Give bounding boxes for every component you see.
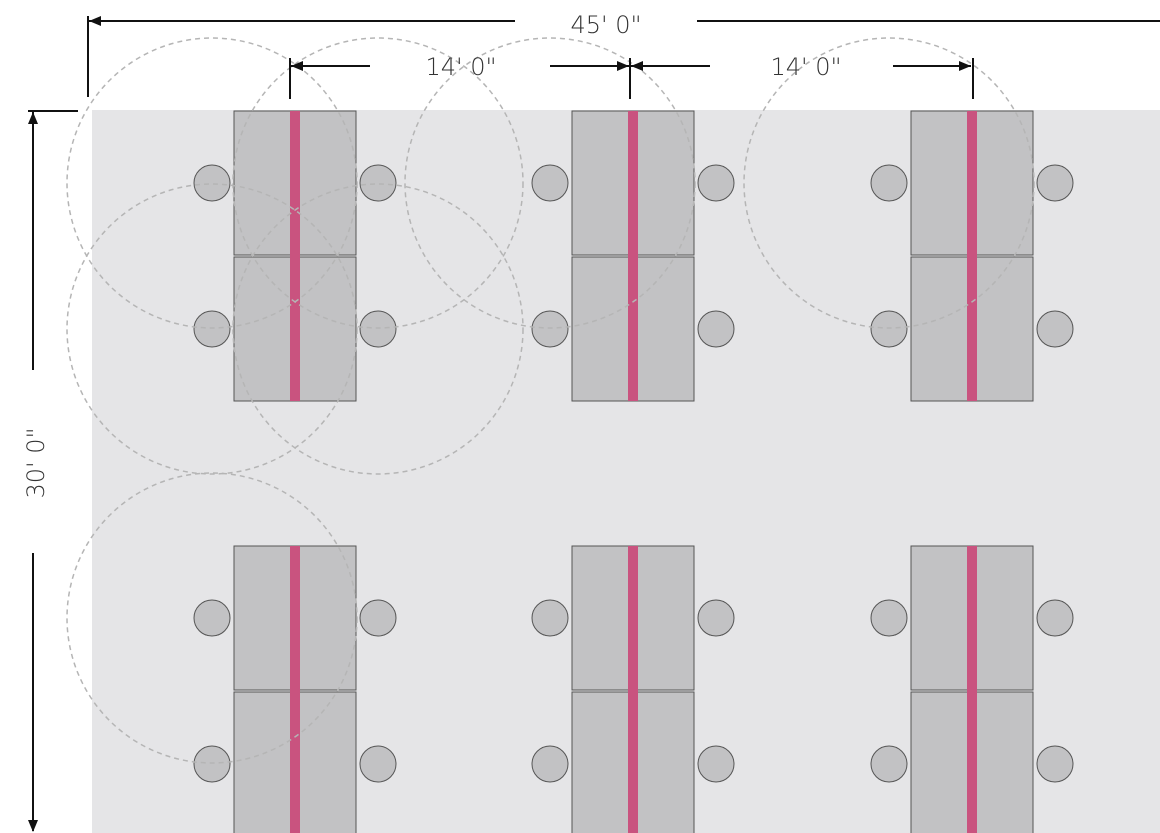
spacing-2-label: 14' 0" [770,53,841,81]
chair [531,310,569,348]
chair [697,310,735,348]
privacy-divider [628,111,638,401]
workstation-cluster [193,545,397,833]
distancing-radius-circle [66,183,358,475]
chair [193,310,231,348]
privacy-divider [628,546,638,833]
chair [870,164,908,202]
workstation-cluster [531,545,735,833]
distancing-radius-circle [232,37,524,329]
chair [359,164,397,202]
workstation-cluster [870,545,1074,833]
distancing-radius-circle [66,37,358,329]
chair [193,599,231,637]
distancing-radius-circles [66,37,1035,764]
workstation-cluster [870,110,1074,402]
privacy-divider [967,546,977,833]
chair [870,599,908,637]
overall-width-label: 45' 0" [570,11,641,39]
chair [531,745,569,783]
overall-depth-dimension: 30' 0" [22,110,78,832]
overall-width-arrowhead-left [89,16,101,26]
distancing-radius-circle [66,472,358,764]
distancing-radius-circle [404,37,696,329]
distancing-radius-circle [743,37,1035,329]
workstation-cluster [193,110,397,402]
chair [193,745,231,783]
chair [359,599,397,637]
overall-depth-arrowhead-bottom [28,820,38,832]
chair [697,745,735,783]
spacing-dimension-2: 14' 0" [629,53,974,99]
overall-depth-arrowhead-top [28,112,38,124]
chair [870,310,908,348]
chair [193,164,231,202]
spacing-2-arrowhead-left [631,61,643,71]
workstation-clusters [193,110,1074,833]
privacy-divider [967,111,977,401]
privacy-divider [290,111,300,401]
chair [870,745,908,783]
chair [1036,310,1074,348]
distancing-radius-circle [232,183,524,475]
overall-depth-label: 30' 0" [22,427,50,498]
chair [531,599,569,637]
chair [1036,164,1074,202]
overall-width-dimension: 45' 0" [87,11,1160,97]
spacing-dimension-1: 14' 0" [289,53,629,99]
chair [697,164,735,202]
chair [359,745,397,783]
chair [531,164,569,202]
chair [1036,599,1074,637]
chair [697,599,735,637]
workstation-cluster [531,110,735,402]
chair [359,310,397,348]
spacing-2-arrowhead-right [959,61,971,71]
spacing-1-arrowhead-left [291,61,303,71]
privacy-divider [290,546,300,833]
spacing-1-label: 14' 0" [425,53,496,81]
spacing-1-arrowhead-right [617,61,629,71]
chair [1036,745,1074,783]
